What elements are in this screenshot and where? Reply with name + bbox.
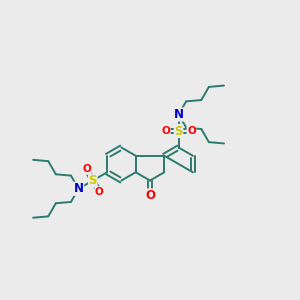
Text: N: N (174, 108, 184, 121)
Text: O: O (145, 189, 155, 202)
Text: O: O (82, 164, 91, 174)
Text: S: S (174, 124, 183, 137)
Text: O: O (187, 126, 196, 136)
Text: S: S (88, 174, 97, 187)
Text: O: O (95, 187, 104, 197)
Text: O: O (161, 126, 170, 136)
Text: N: N (74, 182, 84, 195)
